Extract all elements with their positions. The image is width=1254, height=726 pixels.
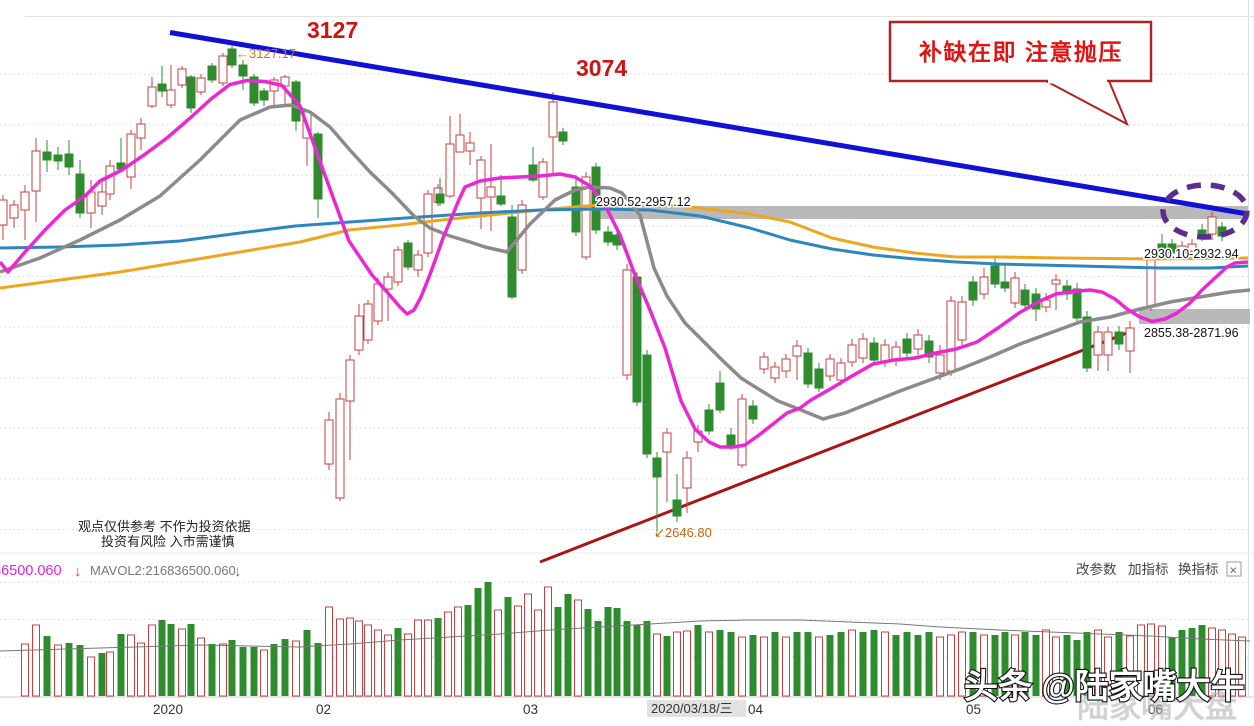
svg-text:头条 @陆家嘴大牛: 头条 @陆家嘴大牛 [964,668,1245,706]
svg-text:↓: ↓ [74,563,82,580]
svg-text:补缺在即 注意抛压: 补缺在即 注意抛压 [919,39,1123,65]
svg-text:加指标: 加指标 [1128,562,1169,577]
svg-text:2930.52-2957.12: 2930.52-2957.12 [596,195,691,209]
svg-text:MAVOL2:216836500.060: MAVOL2:216836500.060 [90,563,236,578]
svg-text:36500.060: 36500.060 [0,563,62,579]
svg-text:改参数: 改参数 [1076,561,1117,577]
svg-text:陆家嘴大盘: 陆家嘴大盘 [1077,688,1237,721]
svg-text:2020: 2020 [153,702,183,717]
svg-text:06: 06 [1148,702,1163,717]
svg-text:↙2646.80: ↙2646.80 [654,525,712,540]
svg-text:换指标: 换指标 [1178,562,1219,577]
svg-text:02: 02 [316,702,331,717]
svg-text:观点仅供参考 不作为投资依据: 观点仅供参考 不作为投资依据 [78,519,251,534]
svg-text:↓: ↓ [234,563,242,580]
svg-text:2930.10-2932.94: 2930.10-2932.94 [1144,247,1239,261]
svg-text:2020/03/18/三: 2020/03/18/三 [651,701,733,716]
svg-text:2855.38-2871.96: 2855.38-2871.96 [1144,326,1239,340]
svg-text:←3127.17: ←3127.17 [236,46,296,61]
svg-text:04: 04 [748,702,764,717]
svg-text:×: × [1230,563,1238,578]
svg-text:3074: 3074 [576,55,627,81]
svg-text:05: 05 [966,702,981,717]
svg-text:3127: 3127 [307,17,358,43]
svg-text:投资有风险 入市需谨慎: 投资有风险 入市需谨慎 [101,534,235,549]
svg-text:03: 03 [523,702,538,717]
